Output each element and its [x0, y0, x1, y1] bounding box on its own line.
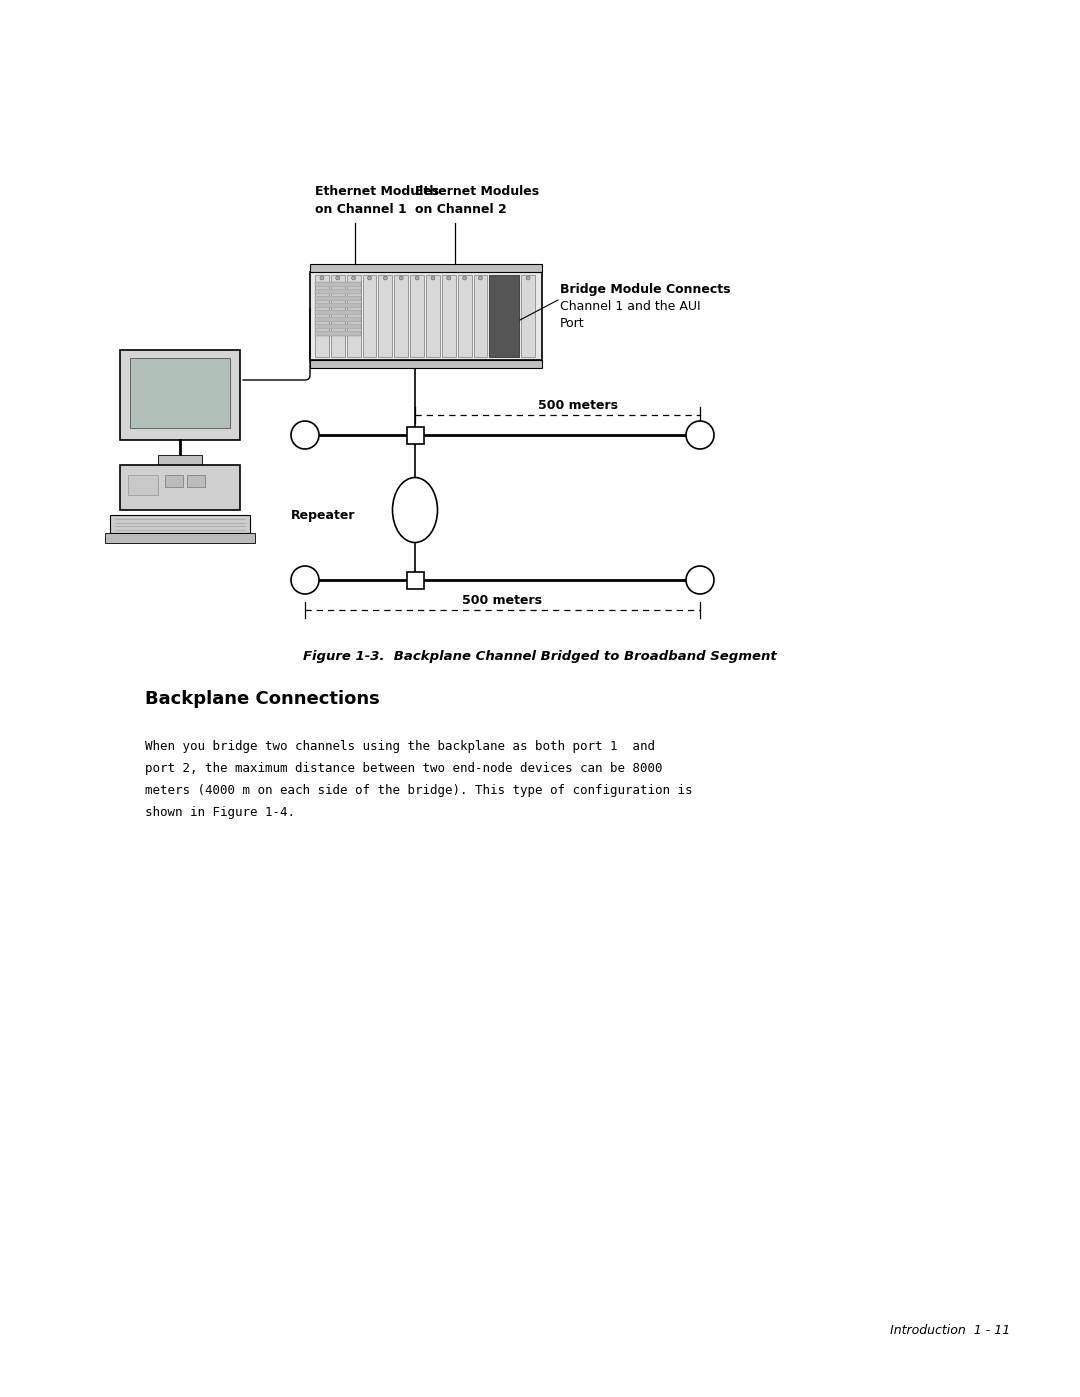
Circle shape: [686, 420, 714, 448]
Circle shape: [462, 277, 467, 279]
Bar: [120, 351, 240, 440]
Circle shape: [352, 277, 355, 279]
Text: Figure 1-3.  Backplane Channel Bridged to Broadband Segment: Figure 1-3. Backplane Channel Bridged to…: [303, 650, 777, 664]
Text: Channel 1 and the AUI: Channel 1 and the AUI: [561, 300, 701, 313]
Bar: [442, 275, 456, 358]
Circle shape: [383, 277, 388, 279]
Text: Ethernet Modules: Ethernet Modules: [415, 184, 539, 198]
Bar: [130, 358, 230, 427]
Text: Port: Port: [561, 317, 584, 330]
Circle shape: [336, 277, 340, 279]
Bar: [347, 275, 361, 358]
Bar: [505, 275, 519, 358]
Circle shape: [291, 566, 319, 594]
Text: Repeater: Repeater: [291, 509, 355, 521]
Bar: [158, 455, 202, 465]
Text: on Channel 1: on Channel 1: [315, 203, 407, 217]
Circle shape: [367, 277, 372, 279]
Circle shape: [447, 277, 450, 279]
Bar: [458, 275, 472, 358]
Text: 500 meters: 500 meters: [462, 594, 542, 608]
Circle shape: [291, 420, 319, 448]
Circle shape: [495, 277, 498, 279]
Bar: [426, 275, 440, 358]
Text: shown in Figure 1-4.: shown in Figure 1-4.: [145, 806, 295, 819]
Bar: [315, 289, 361, 293]
Circle shape: [510, 277, 514, 279]
Circle shape: [478, 277, 483, 279]
Circle shape: [431, 277, 435, 279]
Text: 500 meters: 500 meters: [538, 400, 618, 412]
Bar: [410, 275, 424, 358]
Circle shape: [415, 277, 419, 279]
Bar: [489, 275, 519, 358]
Bar: [315, 331, 361, 337]
Bar: [522, 275, 535, 358]
Bar: [315, 296, 361, 300]
Text: When you bridge two channels using the backplane as both port 1  and: When you bridge two channels using the b…: [145, 740, 654, 753]
Circle shape: [686, 566, 714, 594]
Bar: [315, 303, 361, 307]
Bar: [315, 310, 361, 314]
Bar: [378, 275, 392, 358]
Bar: [489, 275, 503, 358]
Text: on Channel 2: on Channel 2: [415, 203, 507, 217]
Circle shape: [400, 277, 403, 279]
Bar: [330, 275, 345, 358]
Bar: [105, 534, 255, 543]
Bar: [315, 275, 328, 358]
Text: Introduction  1 - 11: Introduction 1 - 11: [890, 1324, 1010, 1337]
Text: meters (4000 m on each side of the bridge). This type of configuration is: meters (4000 m on each side of the bridg…: [145, 784, 692, 798]
Text: Bridge Module Connects: Bridge Module Connects: [561, 284, 730, 296]
Bar: [165, 475, 183, 488]
Bar: [120, 465, 240, 510]
Bar: [310, 272, 542, 360]
Circle shape: [320, 277, 324, 279]
Bar: [315, 282, 361, 286]
Bar: [187, 475, 205, 488]
Text: Backplane Connections: Backplane Connections: [145, 690, 380, 708]
Bar: [406, 571, 423, 588]
Bar: [110, 515, 249, 534]
Bar: [129, 475, 158, 495]
Bar: [406, 426, 423, 443]
Bar: [394, 275, 408, 358]
Bar: [363, 275, 377, 358]
Text: port 2, the maximum distance between two end-node devices can be 8000: port 2, the maximum distance between two…: [145, 761, 662, 775]
Bar: [315, 324, 361, 330]
Ellipse shape: [392, 478, 437, 542]
Bar: [310, 360, 542, 367]
Bar: [315, 317, 361, 321]
Circle shape: [526, 277, 530, 279]
Bar: [473, 275, 487, 358]
Bar: [310, 264, 542, 272]
Text: Ethernet Modules: Ethernet Modules: [315, 184, 440, 198]
